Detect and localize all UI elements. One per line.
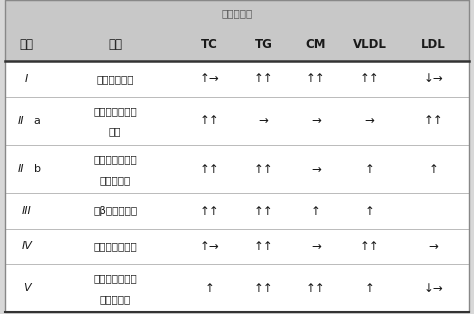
Text: CM: CM bbox=[306, 37, 326, 51]
Text: ↑: ↑ bbox=[311, 204, 321, 218]
Bar bbox=[5, 193, 469, 229]
Text: IV: IV bbox=[21, 241, 32, 251]
Text: 血症: 血症 bbox=[109, 126, 121, 136]
Text: 乳糜微粒血症: 乳糜微粒血症 bbox=[96, 74, 134, 84]
Text: ↑: ↑ bbox=[428, 163, 438, 176]
Bar bbox=[5, 229, 469, 264]
Text: II: II bbox=[18, 164, 24, 174]
Text: 油三酯血症: 油三酯血症 bbox=[100, 294, 131, 304]
Text: 高甘油三酯血症: 高甘油三酯血症 bbox=[93, 241, 137, 251]
Text: ↑↑: ↑↑ bbox=[359, 240, 379, 253]
Text: ↑→: ↑→ bbox=[199, 240, 219, 253]
Text: ↑↑: ↑↑ bbox=[254, 282, 273, 295]
Bar bbox=[5, 264, 469, 312]
Text: 表型: 表型 bbox=[20, 37, 34, 51]
Text: ↑: ↑ bbox=[204, 282, 214, 295]
Bar bbox=[5, 145, 469, 193]
Text: LDL: LDL bbox=[421, 37, 446, 51]
Text: V: V bbox=[23, 283, 31, 293]
Text: b: b bbox=[34, 164, 41, 174]
Text: III: III bbox=[22, 206, 32, 216]
Text: I: I bbox=[25, 74, 28, 84]
Text: ↑: ↑ bbox=[365, 282, 374, 295]
Text: 高胆固醇和高甘: 高胆固醇和高甘 bbox=[93, 154, 137, 165]
Text: VLDL: VLDL bbox=[353, 37, 386, 51]
Bar bbox=[5, 96, 469, 145]
Text: ↑↑: ↑↑ bbox=[254, 204, 273, 218]
Text: ↑↑: ↑↑ bbox=[199, 204, 219, 218]
Text: ↑↑: ↑↑ bbox=[199, 163, 219, 176]
Text: II: II bbox=[18, 116, 24, 126]
Text: TC: TC bbox=[201, 37, 218, 51]
Bar bbox=[5, 0, 469, 27]
Text: TG: TG bbox=[255, 37, 273, 51]
Text: ↓→: ↓→ bbox=[423, 282, 443, 295]
Text: →: → bbox=[311, 240, 321, 253]
Text: ↑↑: ↑↑ bbox=[199, 114, 219, 127]
Text: 乳糜微粒和高甘: 乳糜微粒和高甘 bbox=[93, 273, 137, 284]
Text: 油三酯血症: 油三酯血症 bbox=[100, 175, 131, 185]
Text: →: → bbox=[428, 240, 438, 253]
Text: →: → bbox=[311, 163, 321, 176]
Text: ↑↑: ↑↑ bbox=[423, 114, 443, 127]
Text: →: → bbox=[259, 114, 269, 127]
Text: a: a bbox=[34, 116, 41, 126]
Text: ↑→: ↑→ bbox=[199, 72, 219, 85]
Text: 名称: 名称 bbox=[108, 37, 122, 51]
Text: ↑↑: ↑↑ bbox=[306, 282, 326, 295]
Text: ↑: ↑ bbox=[365, 163, 374, 176]
Text: 阔β脂蛋白血症: 阔β脂蛋白血症 bbox=[93, 206, 137, 216]
Bar bbox=[5, 61, 469, 96]
Text: ↑↑: ↑↑ bbox=[254, 240, 273, 253]
Bar bbox=[5, 27, 469, 61]
Text: ↑↑: ↑↑ bbox=[306, 72, 326, 85]
Text: →: → bbox=[311, 114, 321, 127]
Text: ↑: ↑ bbox=[365, 204, 374, 218]
Text: →: → bbox=[365, 114, 374, 127]
Text: 天山医学院: 天山医学院 bbox=[221, 8, 253, 19]
Text: ↑↑: ↑↑ bbox=[254, 72, 273, 85]
Text: ↑↑: ↑↑ bbox=[359, 72, 379, 85]
Text: ↑↑: ↑↑ bbox=[254, 163, 273, 176]
Text: 家族性高胆固醇: 家族性高胆固醇 bbox=[93, 106, 137, 116]
Text: ↓→: ↓→ bbox=[423, 72, 443, 85]
